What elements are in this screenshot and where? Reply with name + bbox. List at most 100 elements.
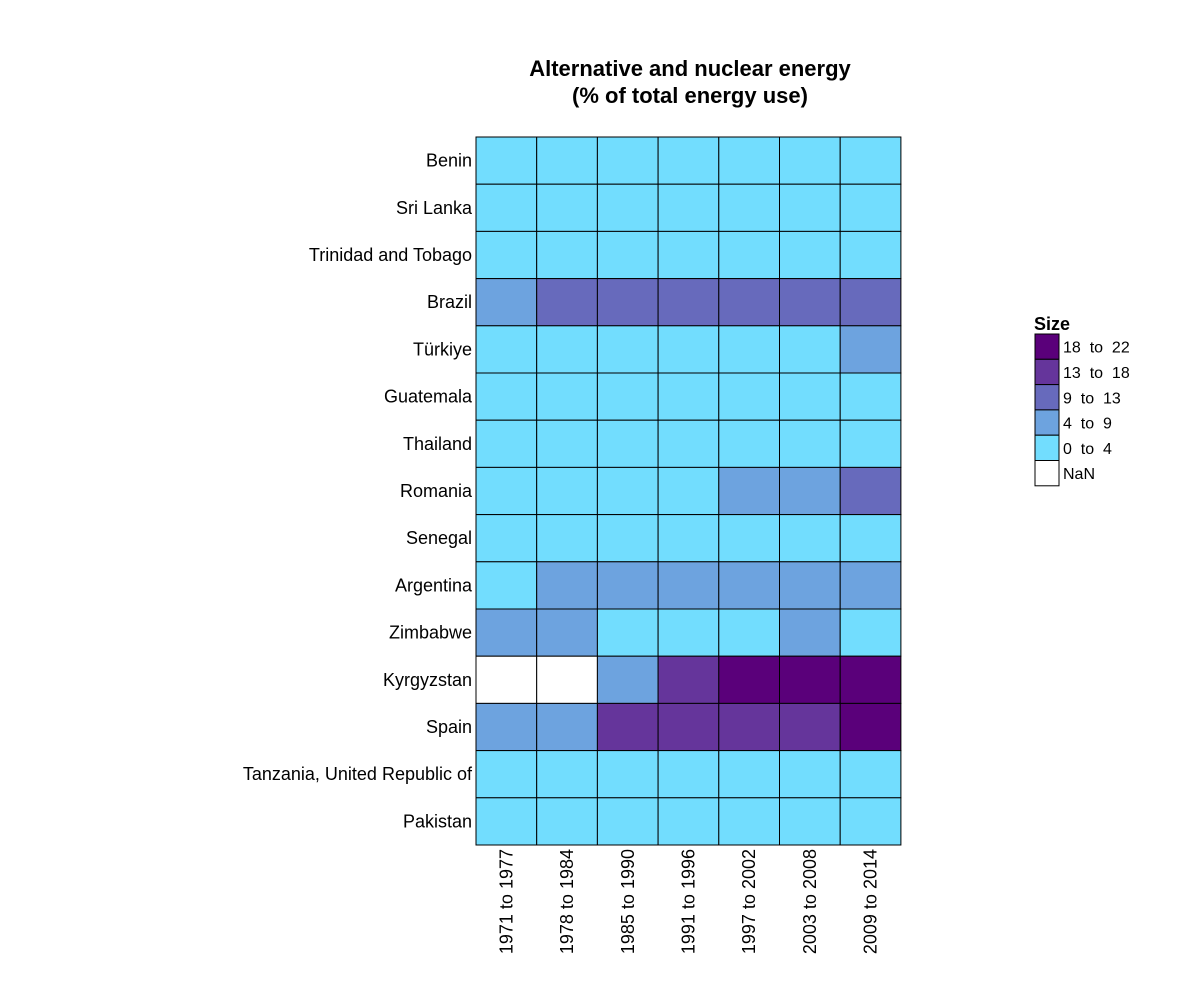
heatmap-cells [475, 136, 902, 846]
heatmap-cell [596, 655, 659, 704]
column-label: 2009 to 2014 [861, 849, 881, 954]
heatmap-cell [596, 750, 659, 799]
legend-title: Size [1034, 314, 1070, 334]
chart-title-line-1: Alternative and nuclear energy [529, 56, 851, 81]
row-label: Senegal [406, 528, 472, 548]
heatmap-cell [779, 136, 841, 185]
heatmap-cell [596, 514, 659, 563]
row-label: Romania [400, 481, 473, 501]
heatmap-cell [596, 183, 659, 232]
heatmap-cell [779, 230, 841, 280]
heatmap-cell [596, 372, 659, 421]
heatmap-cell [718, 655, 780, 704]
heatmap-cell [536, 561, 598, 610]
row-label: Kyrgyzstan [383, 670, 472, 690]
heatmap-cell [779, 466, 841, 516]
heatmap-cell [657, 466, 720, 516]
legend-swatch [1034, 434, 1060, 462]
row-label: Brazil [427, 292, 472, 312]
heatmap-cell [475, 278, 538, 327]
legend-swatch [1034, 384, 1060, 411]
heatmap-cell [779, 655, 841, 704]
row-label: Sri Lanka [396, 198, 473, 218]
column-label: 1978 to 1984 [557, 849, 577, 954]
heatmap-cell [718, 372, 780, 421]
heatmap-cell [536, 702, 598, 752]
heatmap-cell [839, 466, 902, 516]
heatmap-cell [536, 655, 598, 704]
heatmap-cell [475, 230, 538, 280]
heatmap-cell [839, 419, 902, 468]
heatmap-cell [657, 419, 720, 468]
row-label: Türkiye [413, 339, 472, 359]
heatmap-cell [718, 183, 780, 232]
heatmap-cell [475, 372, 538, 421]
column-label: 1997 to 2002 [739, 849, 759, 954]
heatmap-cell [596, 230, 659, 280]
row-labels: Benin Sri Lanka Trinidad and Tobago Brazil T… [243, 151, 473, 832]
legend: Size 18 to 22 13 to 18 9 to 13 4 to 9 0 to 4… [1034, 314, 1130, 487]
heatmap-cell [536, 608, 598, 657]
legend-swatch [1034, 358, 1060, 386]
row-label: Zimbabwe [389, 623, 472, 643]
heatmap-cell [536, 419, 598, 468]
row-label: Guatemala [384, 387, 473, 407]
heatmap-cell [779, 702, 841, 752]
heatmap-cell [718, 561, 780, 610]
heatmap-cell [657, 230, 720, 280]
heatmap-cell [779, 797, 841, 846]
heatmap-cell [596, 702, 659, 752]
heatmap-cell [657, 797, 720, 846]
heatmap-cell [536, 230, 598, 280]
row-label: Spain [426, 717, 472, 737]
heatmap-cell [475, 325, 538, 374]
heatmap-cell [839, 655, 902, 704]
heatmap-cell [596, 136, 659, 185]
heatmap-cell [596, 608, 659, 657]
heatmap-cell [718, 278, 780, 327]
chart-title-line-2: (% of total energy use) [572, 83, 808, 108]
legend-label: NaN [1063, 466, 1095, 483]
heatmap-cell [839, 278, 902, 327]
heatmap-cell [718, 419, 780, 468]
heatmap-cell [596, 419, 659, 468]
heatmap-cell [718, 608, 780, 657]
heatmap-cell [657, 514, 720, 563]
legend-swatch [1034, 409, 1060, 436]
heatmap-cell [839, 230, 902, 280]
heatmap-cell [596, 278, 659, 327]
heatmap-cell [596, 797, 659, 846]
heatmap-cell [536, 278, 598, 327]
legend-swatch [1034, 333, 1060, 360]
legend-label: 18 to 22 [1063, 340, 1130, 357]
heatmap-cell [839, 514, 902, 563]
heatmap-cell [779, 608, 841, 657]
row-label: Trinidad and Tobago [309, 245, 472, 265]
heatmap-cell [475, 466, 538, 516]
heatmap-cell [475, 702, 538, 752]
heatmap-cell [839, 372, 902, 421]
heatmap-cell [596, 466, 659, 516]
legend-label: 13 to 18 [1063, 365, 1130, 382]
legend-swatch [1034, 460, 1060, 487]
heatmap-cell [596, 561, 659, 610]
heatmap-cell [718, 325, 780, 374]
column-labels: 1971 to 1977 1978 to 1984 1985 to 1990 1991… [496, 849, 880, 954]
heatmap-cell [779, 325, 841, 374]
heatmap-cell [718, 230, 780, 280]
heatmap-cell [779, 514, 841, 563]
heatmap-cell [657, 702, 720, 752]
heatmap-cell [657, 608, 720, 657]
heatmap-cell [839, 325, 902, 374]
heatmap-cell [779, 183, 841, 232]
legend-label: 0 to 4 [1063, 441, 1112, 458]
heatmap-cell [657, 278, 720, 327]
heatmap-cell [657, 136, 720, 185]
heatmap-cell [475, 750, 538, 799]
row-label: Thailand [403, 434, 472, 454]
row-label: Pakistan [403, 811, 472, 831]
heatmap-cell [779, 278, 841, 327]
heatmap-cell [718, 466, 780, 516]
heatmap-cell [536, 136, 598, 185]
